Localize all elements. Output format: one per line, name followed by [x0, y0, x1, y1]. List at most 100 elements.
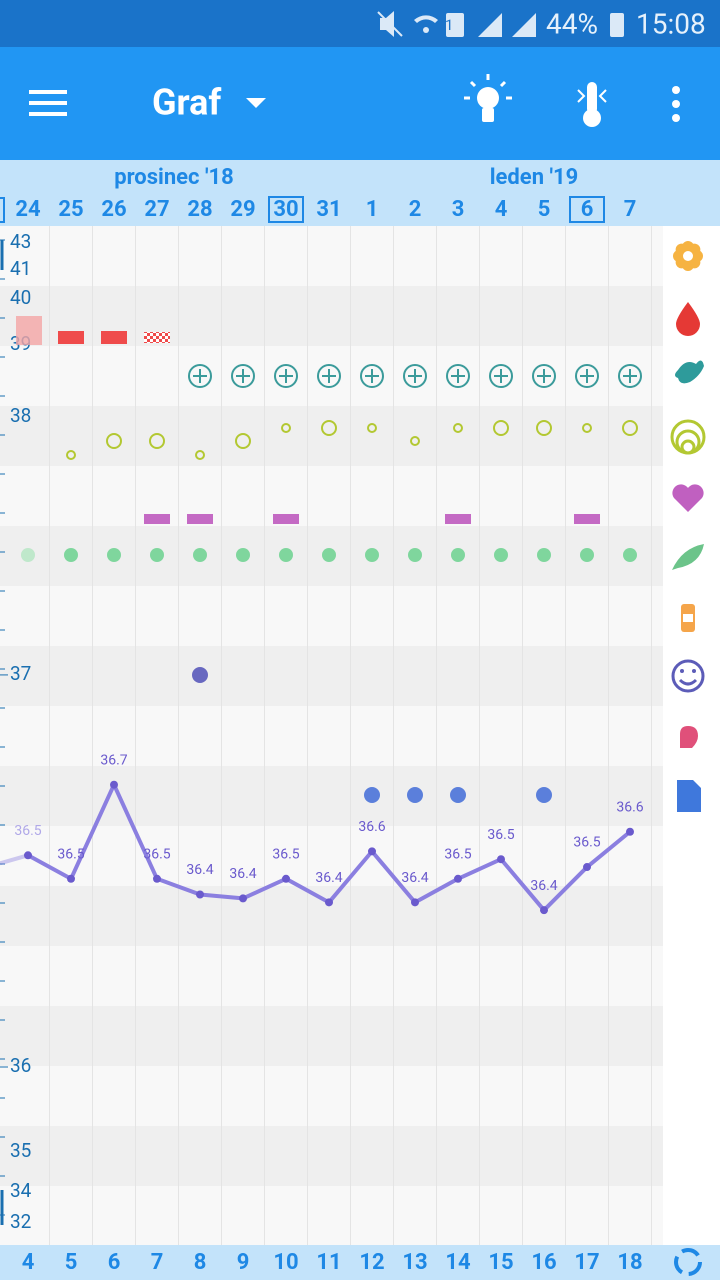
flower-center	[683, 251, 693, 261]
bleeding-light	[16, 316, 42, 345]
mucus	[281, 423, 291, 433]
blood-icon	[676, 302, 700, 336]
temperature-point	[239, 894, 247, 903]
test-plus	[236, 369, 250, 383]
test-icon	[675, 360, 704, 384]
today-box	[569, 196, 605, 223]
intercourse	[187, 514, 213, 524]
mucus-icon	[680, 439, 696, 455]
temperature-label: 36.4	[315, 870, 342, 886]
temperature-label: 36.5	[14, 823, 41, 839]
temperature-label: 36.5	[272, 847, 299, 863]
status-bar	[0, 0, 720, 47]
dropdown-arrow[interactable]	[246, 98, 266, 108]
temperature-point	[626, 827, 634, 836]
temperature-point	[325, 898, 333, 907]
test-positive	[188, 364, 212, 388]
spotting	[144, 332, 170, 343]
cycle-day: 12	[359, 1250, 384, 1275]
clock: 15:08	[636, 7, 706, 40]
herb	[537, 548, 551, 562]
app-bar	[0, 47, 720, 160]
cycle-day: 16	[531, 1250, 556, 1275]
note-dot	[407, 787, 423, 803]
test-positive	[575, 364, 599, 388]
test-plus	[322, 369, 336, 383]
mucus	[622, 420, 638, 436]
scale-label: 38	[10, 404, 31, 427]
day-label: 3	[452, 197, 465, 222]
band	[0, 406, 663, 466]
test-plus	[408, 369, 422, 383]
day-label: 7	[624, 197, 637, 222]
temperature-label: 36.5	[444, 847, 471, 863]
day-label: 29	[230, 197, 255, 222]
temperature-label: 36.7	[100, 752, 127, 768]
scale-label: 43	[10, 230, 31, 253]
month-label: leden '19	[490, 165, 579, 190]
temperature-point	[24, 851, 32, 860]
herb	[580, 548, 594, 562]
intercourse	[273, 514, 299, 524]
temperature-label: 36.6	[616, 799, 643, 815]
y-tick-label: 37	[10, 662, 31, 685]
screen-title[interactable]: Graf	[152, 82, 221, 124]
band	[0, 1006, 663, 1066]
cycle-day-bar	[0, 1245, 720, 1280]
test-positive	[446, 364, 470, 388]
cycle-day: 18	[617, 1250, 642, 1275]
temperature-point	[110, 780, 118, 789]
test-plus	[279, 369, 293, 383]
cycle-day: 11	[316, 1250, 341, 1275]
overflow-button[interactable]	[672, 86, 680, 122]
test-positive	[532, 364, 556, 388]
day-label: 26	[101, 197, 126, 222]
week-bracket	[0, 197, 5, 223]
status-icons	[377, 11, 624, 37]
day-label: 30	[273, 197, 298, 222]
chart-area	[0, 226, 663, 1245]
battery: 44%	[546, 7, 598, 40]
temperature-label: 36.4	[530, 878, 557, 894]
day-label: 27	[144, 197, 169, 222]
menu-button[interactable]	[29, 90, 67, 116]
mucus	[149, 433, 165, 449]
mood-eye	[680, 669, 684, 673]
day-label: 4	[495, 197, 508, 222]
test-positive	[231, 364, 255, 388]
day-label: 25	[58, 197, 83, 222]
herb	[451, 548, 465, 562]
herb	[107, 548, 121, 562]
thermometer-button[interactable]	[577, 82, 607, 127]
mucus	[453, 423, 463, 433]
date-header	[0, 160, 720, 226]
temperature-label: 36.5	[487, 827, 514, 843]
test-positive	[618, 364, 642, 388]
today-box	[268, 196, 304, 223]
mood-icon	[671, 659, 705, 693]
temperature-label: 36.5	[573, 835, 600, 851]
cycle-day: 8	[194, 1250, 207, 1275]
cycle-day: 10	[273, 1250, 298, 1275]
mood-smile	[678, 678, 698, 686]
temperature-point	[411, 898, 419, 907]
cycle-day: 7	[151, 1250, 164, 1275]
day-label: 5	[538, 197, 551, 222]
herb	[193, 548, 207, 562]
scale-label: 35	[10, 1139, 31, 1162]
scale-label: 40	[10, 286, 31, 309]
cycle-day: 13	[402, 1250, 427, 1275]
mucus	[582, 423, 592, 433]
mucus	[367, 423, 377, 433]
intercourse	[144, 514, 170, 524]
band	[0, 286, 663, 346]
temperature-point	[583, 863, 591, 872]
day-label: 31	[316, 197, 341, 222]
note-dot	[364, 787, 380, 803]
intercourse	[574, 514, 600, 524]
light-button[interactable]	[464, 74, 512, 122]
temperature-point	[540, 906, 548, 915]
test-positive	[489, 364, 513, 388]
bleeding	[58, 331, 84, 344]
